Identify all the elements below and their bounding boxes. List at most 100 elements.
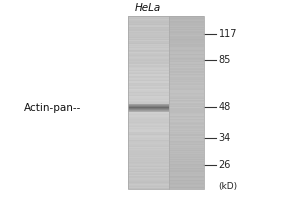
Bar: [128, 110, 170, 111]
Bar: [169, 31, 204, 32]
Bar: [128, 80, 170, 81]
Bar: [169, 158, 204, 159]
Bar: [169, 50, 204, 51]
Bar: [128, 126, 170, 127]
Bar: [128, 62, 170, 63]
Bar: [128, 142, 170, 143]
Bar: [128, 49, 170, 50]
Bar: [169, 109, 204, 110]
Bar: [169, 176, 204, 177]
Bar: [169, 122, 204, 123]
Bar: [128, 175, 170, 176]
Bar: [169, 140, 204, 141]
Bar: [128, 141, 170, 142]
Bar: [128, 44, 170, 45]
Bar: [128, 109, 170, 110]
Bar: [128, 66, 170, 67]
Bar: [169, 28, 204, 29]
Bar: [128, 106, 170, 107]
Bar: [169, 39, 204, 40]
Bar: [169, 57, 204, 58]
Bar: [128, 38, 170, 39]
Bar: [169, 144, 204, 145]
Bar: [128, 53, 170, 54]
Bar: [169, 91, 204, 92]
Bar: [128, 137, 170, 138]
Bar: [169, 105, 204, 106]
Text: (kD): (kD): [219, 182, 238, 191]
Bar: [169, 154, 204, 155]
Bar: [128, 20, 170, 21]
Bar: [169, 19, 204, 20]
Bar: [169, 17, 204, 18]
Bar: [169, 92, 204, 93]
Bar: [169, 117, 204, 118]
Bar: [169, 152, 204, 153]
Bar: [128, 57, 170, 58]
Bar: [169, 51, 204, 52]
Bar: [128, 179, 170, 180]
Bar: [169, 89, 204, 90]
Bar: [169, 70, 204, 71]
Bar: [128, 16, 204, 189]
Bar: [169, 62, 204, 63]
Bar: [128, 77, 170, 78]
Bar: [169, 29, 204, 30]
Text: 48: 48: [219, 102, 231, 112]
Bar: [128, 178, 170, 179]
Bar: [169, 83, 204, 84]
Bar: [128, 50, 170, 51]
Bar: [128, 133, 170, 134]
Bar: [128, 59, 170, 60]
Bar: [169, 139, 204, 140]
Bar: [169, 47, 204, 48]
Bar: [128, 58, 170, 59]
Bar: [169, 187, 204, 188]
Text: 117: 117: [219, 29, 237, 39]
Bar: [169, 33, 204, 34]
Bar: [128, 85, 170, 86]
Bar: [128, 132, 170, 133]
Bar: [169, 175, 204, 176]
Bar: [169, 90, 204, 91]
Bar: [128, 21, 170, 22]
Bar: [169, 40, 204, 41]
Bar: [128, 102, 170, 103]
Bar: [128, 121, 170, 122]
Bar: [128, 33, 170, 34]
Bar: [169, 149, 204, 150]
Bar: [128, 162, 170, 163]
Bar: [128, 98, 170, 99]
Bar: [169, 177, 204, 178]
Bar: [128, 164, 170, 165]
Bar: [128, 153, 170, 154]
Bar: [128, 43, 170, 44]
Bar: [169, 82, 204, 83]
Bar: [128, 170, 170, 171]
Bar: [128, 129, 170, 130]
Bar: [128, 70, 170, 71]
Bar: [169, 125, 204, 126]
Bar: [128, 112, 170, 113]
Bar: [169, 110, 204, 111]
Bar: [128, 64, 170, 65]
Bar: [128, 187, 170, 188]
Bar: [128, 174, 170, 175]
Bar: [128, 158, 170, 159]
Bar: [169, 85, 204, 86]
Bar: [128, 67, 170, 68]
Bar: [169, 64, 204, 65]
Bar: [169, 20, 204, 21]
Bar: [128, 65, 170, 66]
Bar: [169, 63, 204, 64]
Bar: [128, 171, 170, 172]
Bar: [169, 84, 204, 85]
Text: Actin-pan--: Actin-pan--: [24, 103, 81, 113]
Bar: [169, 100, 204, 101]
Bar: [128, 22, 170, 23]
Bar: [169, 60, 204, 61]
Bar: [128, 30, 170, 31]
Bar: [169, 101, 204, 102]
Bar: [169, 30, 204, 31]
Bar: [128, 168, 170, 169]
